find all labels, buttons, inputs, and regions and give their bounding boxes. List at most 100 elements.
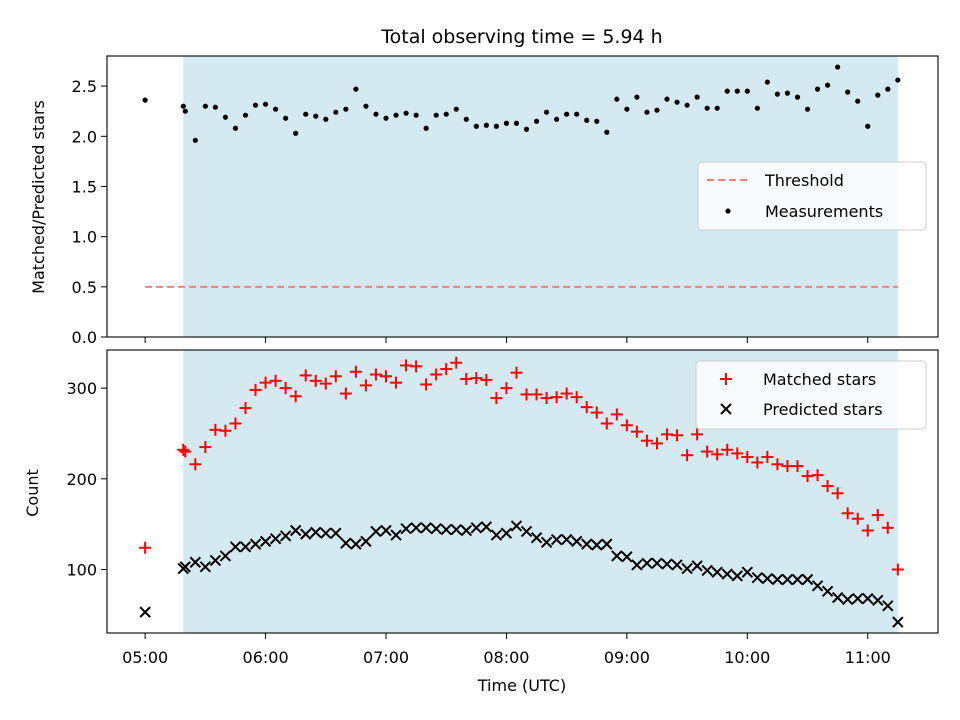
predicted-star-point (601, 538, 613, 550)
measurement-point (313, 113, 319, 119)
matched-star-point (751, 456, 764, 469)
matched-star-point (359, 379, 372, 392)
matched-star-point (550, 391, 563, 404)
predicted-star-point (731, 570, 743, 582)
measurement-point (554, 116, 560, 122)
measurement-point (323, 116, 329, 122)
matched-star-point (229, 417, 242, 430)
predicted-star-point (410, 522, 422, 534)
measurement-point (714, 105, 720, 111)
matched-star-point (891, 563, 904, 576)
matched-star-point (520, 388, 533, 401)
measurement-point (774, 91, 781, 97)
predicted-star-point (370, 525, 382, 538)
matched-star-point (460, 373, 473, 386)
measurement-point (383, 115, 389, 121)
top-panel: Total observing time = 5.94 h 0.0 0.5 1.0 1… (29, 26, 939, 347)
matched-star-point (851, 512, 864, 525)
x-tick-label: 11:00 (845, 648, 891, 667)
predicted-star-point (530, 532, 543, 544)
matched-star-point (811, 469, 824, 482)
predicted-star-point (480, 521, 493, 533)
predicted-star-point (420, 522, 432, 534)
measurement-point (825, 82, 831, 88)
predicted-star-point (681, 562, 693, 575)
predicted-star-point (430, 522, 442, 535)
predicted-star-point (460, 524, 473, 537)
predicted-star-point (510, 520, 523, 532)
matched-star-point (309, 374, 322, 387)
measurement-point (513, 120, 520, 126)
measurement-point (142, 97, 148, 103)
bottom-y-axis-label: Count (23, 469, 42, 517)
matched-star-point (490, 392, 503, 405)
measurement-point (724, 88, 730, 94)
matched-star-point (691, 428, 704, 441)
predicted-star-point (269, 532, 282, 545)
predicted-star-point (811, 580, 824, 592)
predicted-star-point (380, 524, 392, 537)
matched-star-point (721, 443, 734, 456)
predicted-star-point (179, 561, 191, 573)
top-y-axis-label: Matched/Predicted stars (29, 100, 48, 294)
measurement-point (262, 101, 269, 107)
x-axis-label: Time (UTC) (477, 676, 566, 695)
predicted-star-point (470, 522, 483, 534)
legend-predicted-swatch (720, 403, 732, 415)
predicted-star-point (219, 550, 232, 562)
matched-star-point (741, 451, 754, 464)
matched-star-point (279, 382, 292, 395)
predicted-star-point (340, 537, 352, 549)
matched-star-point (139, 541, 152, 554)
matched-star-point (801, 470, 814, 483)
matched-star-point (339, 387, 352, 400)
y-tick-label: 2.0 (72, 127, 97, 146)
measurement-point (674, 99, 680, 105)
measurement-point (242, 112, 249, 118)
matched-star-point (570, 391, 583, 404)
matched-star-point (410, 360, 423, 373)
predicted-star-point (641, 557, 653, 569)
measurement-point (654, 107, 660, 113)
predicted-star-point (289, 524, 302, 537)
matched-star-point (630, 425, 643, 438)
matched-star-point (420, 378, 433, 391)
measurement-point (473, 123, 479, 129)
matched-star-point (510, 366, 523, 379)
measurement-point (845, 89, 851, 95)
legend-matched-label: Matched stars (763, 370, 876, 389)
measurement-point (794, 94, 801, 100)
legend-measurements-swatch (725, 208, 731, 214)
measurement-point (433, 112, 439, 118)
matched-star-point (881, 521, 894, 534)
matched-star-point (661, 428, 674, 441)
top-legend-box (697, 161, 927, 231)
measurement-point (584, 117, 590, 123)
predicted-star-point (701, 564, 713, 577)
predicted-star-point (310, 526, 322, 539)
predicted-star-point (560, 533, 573, 546)
matched-star-point (540, 392, 553, 405)
matched-star-point (440, 363, 453, 376)
measurement-point (523, 126, 530, 132)
matched-star-point (189, 458, 202, 471)
measurement-point (343, 106, 349, 112)
matched-star-point (580, 401, 593, 414)
x-tick-label: 05:00 (122, 648, 168, 667)
matched-star-point (761, 451, 774, 464)
matched-star-point (610, 408, 623, 421)
y-tick-label: 0.0 (72, 328, 97, 347)
matched-star-point (650, 437, 663, 450)
measurement-point (644, 109, 650, 115)
legend-matched-swatch (720, 373, 732, 385)
predicted-star-point (450, 523, 462, 536)
matched-star-point (259, 376, 272, 389)
top-plot-marks (142, 64, 901, 288)
measurement-point (463, 116, 469, 122)
measurement-point (784, 90, 791, 96)
y-tick-label: 2.5 (72, 77, 97, 96)
predicted-star-point (249, 538, 262, 550)
predicted-star-point (300, 528, 312, 540)
measurement-point (192, 137, 198, 143)
measurement-point (212, 104, 218, 110)
